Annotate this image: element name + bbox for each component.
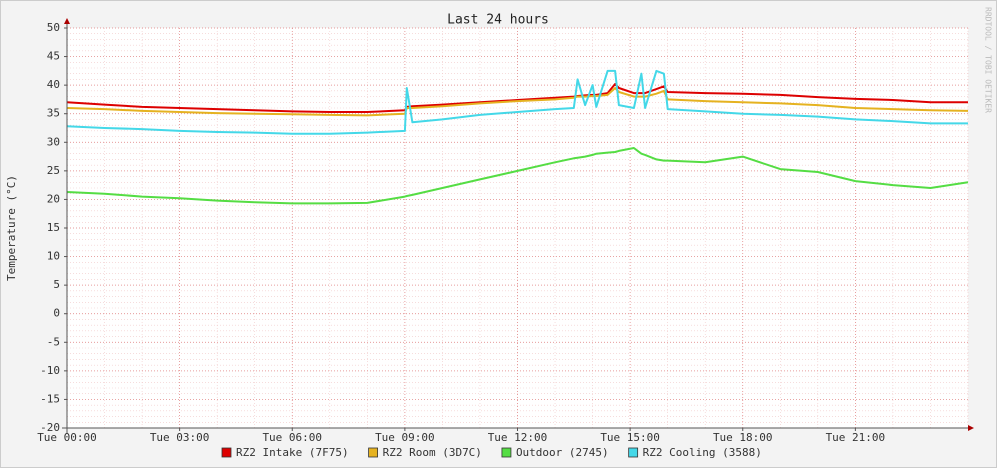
x-tick-label: Tue 15:00	[600, 431, 660, 444]
x-tick-label: Tue 21:00	[826, 431, 886, 444]
y-tick-label: 40	[47, 78, 60, 91]
y-tick-label: 30	[47, 135, 60, 148]
x-tick-label: Tue 12:00	[488, 431, 548, 444]
y-tick-label: -10	[40, 364, 60, 377]
y-tick-label: 45	[47, 50, 60, 63]
legend: RZ2 Intake (7F75) RZ2 Room (3D7C) Outdoor …	[221, 446, 762, 459]
legend-swatch	[221, 447, 232, 458]
y-tick-label: -15	[40, 392, 60, 405]
x-tick-label: Tue 09:00	[375, 431, 435, 444]
legend-label: Outdoor (2745)	[516, 446, 609, 459]
legend-swatch	[368, 447, 378, 458]
watermark: RRDTOOL / TOBI OETIKER	[984, 7, 993, 113]
y-tick-label: -20	[40, 421, 60, 434]
series-lines	[66, 69, 969, 205]
y-arrow	[64, 18, 70, 24]
y-tick-label: 35	[47, 107, 60, 120]
y-tick-label: 50	[47, 21, 60, 34]
legend-label: RZ2 Intake (7F75)	[236, 446, 349, 459]
y-tick-label: 15	[47, 221, 60, 234]
legend-label: RZ2 Cooling (3588)	[643, 446, 762, 459]
axes	[62, 18, 974, 434]
x-tick-label: Tue 06:00	[262, 431, 322, 444]
y-tick-label: 25	[47, 164, 60, 177]
y-tick-label: 20	[47, 192, 60, 205]
x-tick-label: Tue 03:00	[150, 431, 210, 444]
y-tick-label: 0	[53, 307, 60, 320]
legend-swatch	[501, 447, 512, 458]
y-axis-label: Temperature (°C)	[5, 175, 18, 281]
legend-swatch	[628, 447, 639, 458]
chart-title: Last 24 hours	[447, 13, 549, 28]
grid	[64, 27, 969, 431]
y-tick-label: 10	[47, 250, 60, 263]
x-tick-label: Tue 00:00	[37, 431, 97, 444]
series-line	[66, 147, 969, 205]
legend-label: RZ2 Room (3D7C)	[383, 446, 482, 459]
x-tick-label: Tue 18:00	[713, 431, 773, 444]
y-tick-label: -5	[47, 335, 60, 348]
series-line	[66, 69, 968, 135]
x-arrow	[968, 425, 974, 431]
y-tick-label: 5	[53, 278, 60, 291]
